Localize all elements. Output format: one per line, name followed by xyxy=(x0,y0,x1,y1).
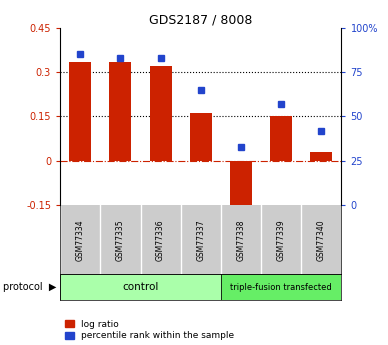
Bar xyxy=(109,62,132,161)
Title: GDS2187 / 8008: GDS2187 / 8008 xyxy=(149,13,253,27)
Text: GSM77334: GSM77334 xyxy=(76,219,85,260)
Text: triple-fusion transfected: triple-fusion transfected xyxy=(230,283,332,292)
Bar xyxy=(270,116,292,161)
Text: GSM77338: GSM77338 xyxy=(236,219,246,260)
Bar xyxy=(190,114,212,161)
Bar xyxy=(60,274,221,300)
Text: protocol  ▶: protocol ▶ xyxy=(3,282,56,292)
Bar xyxy=(230,161,252,219)
Bar xyxy=(69,62,91,161)
Legend: log ratio, percentile rank within the sample: log ratio, percentile rank within the sa… xyxy=(65,320,234,341)
Text: GSM77337: GSM77337 xyxy=(196,219,205,260)
Text: GSM77340: GSM77340 xyxy=(317,219,326,260)
Text: GSM77336: GSM77336 xyxy=(156,219,165,260)
Bar xyxy=(310,152,333,161)
Bar xyxy=(149,66,171,161)
Text: control: control xyxy=(122,282,159,292)
Text: GSM77339: GSM77339 xyxy=(277,219,286,260)
Text: GSM77335: GSM77335 xyxy=(116,219,125,260)
Bar xyxy=(221,274,341,300)
